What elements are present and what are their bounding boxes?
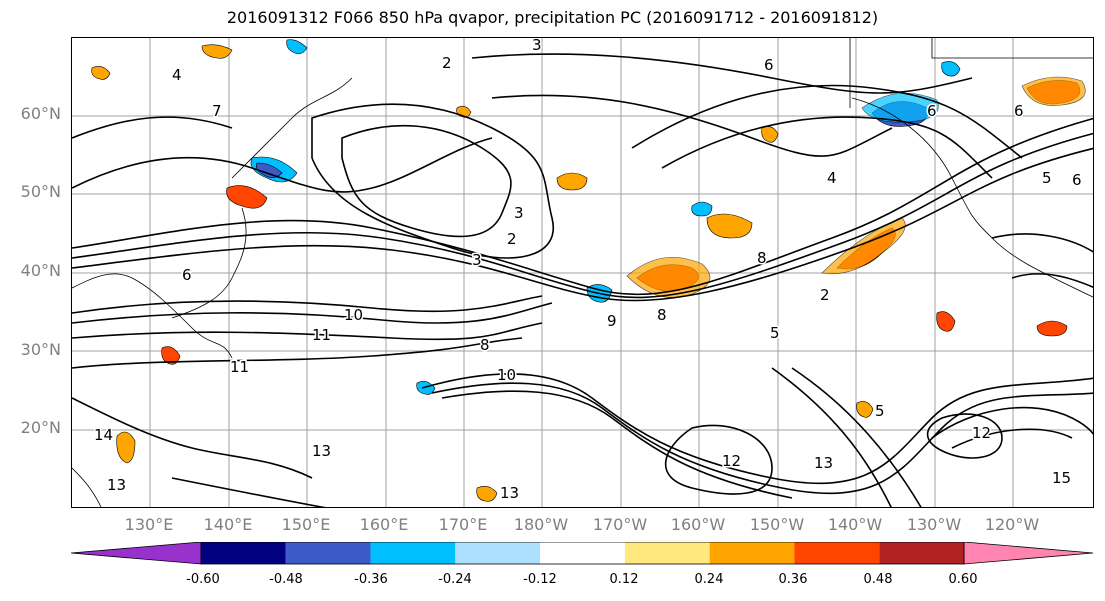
- precip-patch: [286, 39, 308, 55]
- contour-label: 11: [230, 358, 249, 376]
- precip-patch: [856, 401, 874, 418]
- contour-label: 5: [1042, 169, 1052, 187]
- lon-label-120w: 120°W: [984, 515, 1040, 534]
- colorbar-cell: [285, 542, 371, 564]
- contour-label: 6: [1014, 102, 1024, 120]
- contour-label: 6: [1072, 171, 1082, 189]
- colorbar-tick-label: -0.36: [354, 572, 388, 587]
- colorbar-cell: [370, 542, 456, 564]
- contour-label: 12: [722, 452, 741, 470]
- coastlines: [72, 38, 1093, 507]
- contour-label: 5: [770, 324, 780, 342]
- precip-patch: [116, 431, 136, 464]
- precip-patch: [706, 213, 753, 239]
- contour-labels: 3 4 2 7 6 3 2 6 3 10 11 11 9 8 10 8 14 1…: [93, 38, 1084, 504]
- precip-patch: [226, 185, 268, 209]
- contour-label: 13: [814, 454, 833, 472]
- contour-label: 8: [480, 336, 490, 354]
- lat-label-60n: 60°N: [20, 104, 61, 123]
- contour-label: 4: [827, 169, 837, 187]
- colorbar-tick-label: 0.24: [694, 572, 724, 587]
- lat-label-20n: 20°N: [20, 418, 61, 437]
- contour-label: 3: [532, 38, 542, 54]
- contour-label: 8: [757, 249, 767, 267]
- contour-label: 11: [312, 326, 331, 344]
- precip-patch: [161, 346, 181, 365]
- lon-label-160w: 160°W: [670, 515, 726, 534]
- qvapor-contours: [72, 53, 1093, 507]
- colorbar-cell: [794, 542, 880, 564]
- contour-label: 15: [1052, 469, 1071, 487]
- precip-patch: [941, 61, 961, 77]
- map-title: 2016091312 F066 850 hPa qvapor, precipit…: [226, 8, 879, 27]
- lon-label-170e: 170°E: [438, 515, 488, 534]
- colorbar-tick-label: -0.24: [438, 572, 472, 587]
- lon-label-160e: 160°E: [359, 515, 409, 534]
- lon-label-150e: 150°E: [281, 515, 331, 534]
- contour-label: 2: [507, 230, 517, 248]
- colorbar-extend-high: [963, 542, 1094, 565]
- map-canvas: 3 4 2 7 6 3 2 6 3 10 11 11 9 8 10 8 14 1…: [72, 38, 1093, 507]
- contour-label: 10: [497, 366, 516, 384]
- contour-label: 7: [212, 102, 222, 120]
- colorbar-tick-label: 0.12: [609, 572, 639, 587]
- lon-label-130e: 130°E: [124, 515, 174, 534]
- precip-patch: [91, 66, 111, 80]
- contour-label: 12: [972, 424, 991, 442]
- lon-label-140e: 140°E: [203, 515, 253, 534]
- colorbar-cell: [201, 542, 286, 564]
- precip-patch: [1036, 320, 1068, 337]
- precip-patch: [936, 311, 956, 332]
- lon-label-130w: 130°W: [906, 515, 962, 534]
- colorbar: [71, 542, 1094, 565]
- colorbar-tick-label: -0.48: [269, 572, 303, 587]
- lat-label-50n: 50°N: [20, 182, 61, 201]
- contour-label: 6: [182, 266, 192, 284]
- contour-label: 6: [927, 102, 937, 120]
- precip-patch: [691, 201, 713, 217]
- colorbar-tick-label: 0.48: [863, 572, 893, 587]
- lon-label-180w: 180°W: [513, 515, 569, 534]
- contour-label: 10: [344, 306, 363, 324]
- precip-patch: [821, 217, 906, 275]
- colorbar-cell: [709, 542, 795, 564]
- precip-patch: [201, 44, 233, 59]
- lat-label-40n: 40°N: [20, 261, 61, 280]
- contour-label: 13: [107, 476, 126, 494]
- contour-label: 13: [312, 442, 331, 460]
- contour-label: 2: [820, 286, 830, 304]
- contour-label: 2: [442, 54, 452, 72]
- lon-label-170w: 170°W: [592, 515, 648, 534]
- precip-patch: [556, 172, 588, 191]
- contour-label: 9: [607, 312, 617, 330]
- contour-label: 14: [94, 426, 113, 444]
- colorbar-cell: [879, 542, 964, 564]
- colorbar-cell: [455, 542, 541, 564]
- colorbar-cell: [624, 542, 710, 564]
- contour-label: 5: [875, 402, 885, 420]
- precip-patch: [1021, 76, 1086, 106]
- contour-label: 13: [500, 484, 519, 502]
- contour-label: 3: [472, 251, 482, 269]
- colorbar-frame: [200, 542, 965, 565]
- colorbar-tick-label: 0.36: [778, 572, 808, 587]
- precip-patch: [761, 126, 779, 143]
- graticule: [72, 38, 1093, 507]
- contour-label: 6: [764, 56, 774, 74]
- precip-patch: [416, 381, 436, 395]
- map-panel: 3 4 2 7 6 3 2 6 3 10 11 11 9 8 10 8 14 1…: [71, 37, 1094, 508]
- lon-label-150w: 150°W: [749, 515, 805, 534]
- contour-label: 4: [172, 66, 182, 84]
- colorbar-tick-label: -0.12: [523, 572, 557, 587]
- lon-label-140w: 140°W: [827, 515, 883, 534]
- colorbar-extend-low: [71, 542, 202, 565]
- colorbar-tick-label: 0.60: [948, 572, 978, 587]
- contour-label: 3: [514, 204, 524, 222]
- colorbar-tick-label: -0.60: [186, 572, 220, 587]
- precip-patch: [476, 486, 498, 502]
- lat-label-30n: 30°N: [20, 340, 61, 359]
- colorbar-cell: [540, 542, 625, 564]
- contour-label: 8: [657, 306, 667, 324]
- precip-patch: [861, 92, 939, 123]
